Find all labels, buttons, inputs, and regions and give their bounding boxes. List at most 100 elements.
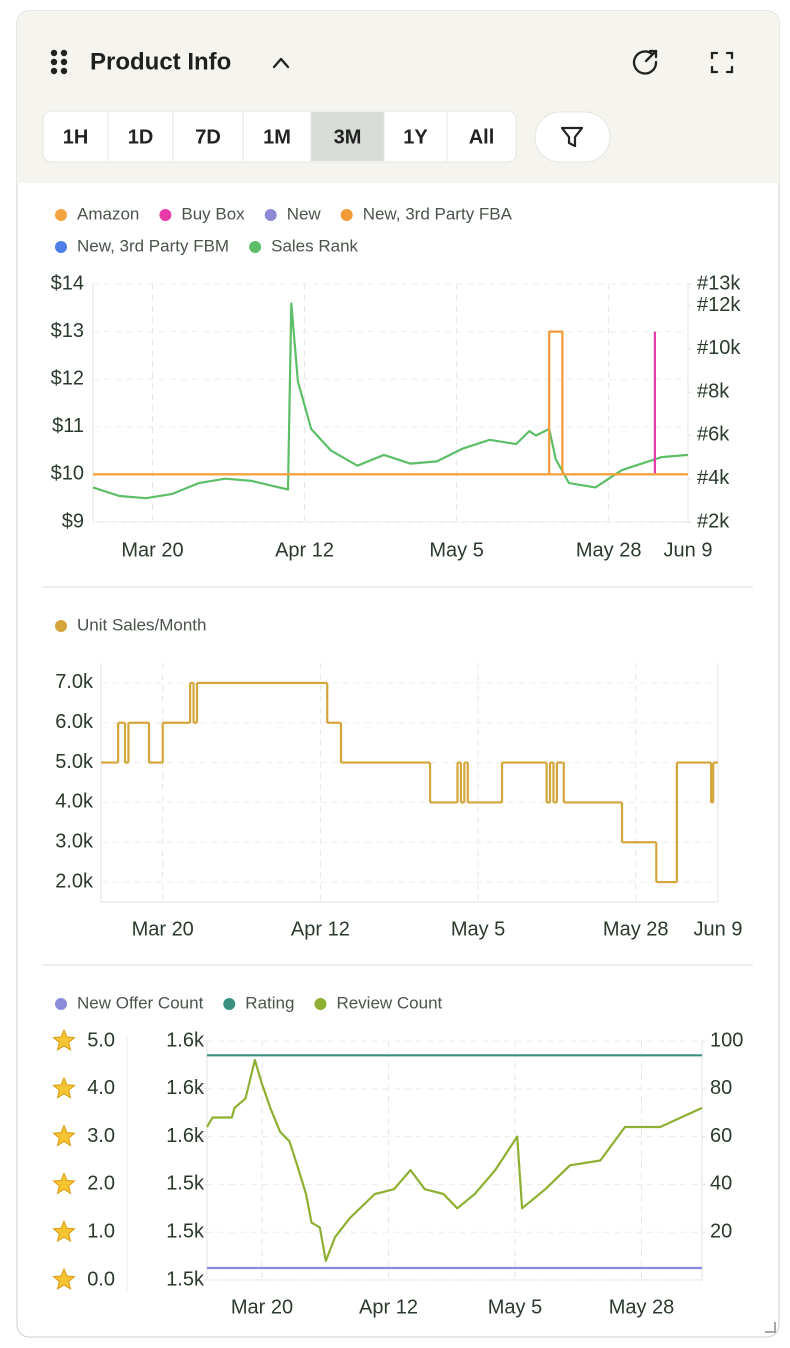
y-tick-label: 1.5k xyxy=(166,1173,205,1195)
legend-swatch xyxy=(55,998,67,1010)
y-tick-label: 5.0k xyxy=(55,751,94,773)
y-tick-label: $10 xyxy=(51,463,84,485)
legend-label: New, 3rd Party FBM xyxy=(77,236,229,255)
y-tick-label: 80 xyxy=(710,1077,732,1099)
resize-handle[interactable] xyxy=(765,1322,776,1333)
y-tick-label: 100 xyxy=(710,1029,743,1051)
y-tick-label: 3.0 xyxy=(87,1125,115,1147)
x-tick-label: May 5 xyxy=(488,1296,542,1318)
legend-label: New Offer Count xyxy=(77,993,204,1012)
range-selected xyxy=(311,112,384,161)
star-icon xyxy=(52,1172,76,1195)
y-tick-label: $13 xyxy=(51,320,84,342)
y-tick-label: 0.0 xyxy=(87,1268,115,1290)
x-tick-label: Mar 20 xyxy=(121,539,183,561)
y-tick-label: 60 xyxy=(710,1125,732,1147)
x-tick-label: Mar 20 xyxy=(231,1296,293,1318)
y-tick-label: 5.0 xyxy=(87,1029,115,1051)
legend-item[interactable]: Amazon xyxy=(55,204,139,223)
range-button[interactable]: All xyxy=(469,126,495,148)
legend-swatch xyxy=(55,620,67,632)
legend-item[interactable]: Sales Rank xyxy=(249,236,359,255)
y-tick-label: $11 xyxy=(52,415,84,437)
x-tick-label: Mar 20 xyxy=(132,918,194,940)
y-tick-label: #8k xyxy=(697,380,730,402)
y-tick-label: 1.6k xyxy=(166,1125,205,1147)
y-tick-label: 1.5k xyxy=(166,1220,205,1242)
y-tick-label: 40 xyxy=(710,1173,732,1195)
legend-item[interactable]: New, 3rd Party FBA xyxy=(340,204,513,223)
legend-item[interactable]: Buy Box xyxy=(159,204,245,223)
legend-item[interactable]: Unit Sales/Month xyxy=(55,615,206,634)
x-tick-label: Jun 9 xyxy=(694,918,743,940)
x-tick-label: Apr 12 xyxy=(359,1296,418,1318)
y-tick-label: 6.0k xyxy=(55,711,94,733)
legend-label: Amazon xyxy=(77,204,139,223)
legend-swatch xyxy=(314,998,327,1010)
legend-label: Sales Rank xyxy=(271,236,358,255)
series-line xyxy=(206,1059,703,1262)
drag-handle[interactable] xyxy=(50,49,68,75)
x-tick-label: May 28 xyxy=(576,539,642,561)
y-tick-label: 7.0k xyxy=(55,671,94,693)
y-tick-label: 4.0 xyxy=(87,1077,115,1099)
collapse-chevron[interactable] xyxy=(272,57,290,69)
legend-item[interactable]: New, 3rd Party FBM xyxy=(55,236,229,255)
star-icon xyxy=(52,1219,76,1243)
legend-label: Buy Box xyxy=(181,204,245,223)
y-tick-label: 20 xyxy=(710,1220,732,1242)
range-button[interactable]: 7D xyxy=(195,126,221,148)
y-tick-label: 1.6k xyxy=(166,1077,205,1099)
legend-swatch xyxy=(249,241,262,253)
y-tick-label: $14 xyxy=(51,272,84,294)
legend-item[interactable]: New Offer Count xyxy=(55,993,204,1012)
filter-icon xyxy=(560,126,584,148)
x-tick-label: May 28 xyxy=(603,918,669,940)
star-icon xyxy=(52,1076,76,1099)
y-tick-label: $12 xyxy=(51,367,84,389)
x-tick-label: May 28 xyxy=(609,1296,675,1318)
legend-item[interactable]: Review Count xyxy=(314,993,443,1012)
filter-button[interactable] xyxy=(534,111,611,163)
legend-swatch xyxy=(55,241,67,253)
legend-swatch xyxy=(55,209,67,221)
legend-label: Rating xyxy=(245,993,294,1012)
legend-label: New, 3rd Party FBA xyxy=(363,204,513,223)
legend-item[interactable]: New xyxy=(264,204,322,223)
y-tick-label: 2.0k xyxy=(55,870,94,892)
legend-label: Review Count xyxy=(336,993,442,1012)
legend-label: New xyxy=(287,204,322,223)
legend-swatch xyxy=(159,209,172,221)
y-tick-label: 2.0 xyxy=(87,1173,115,1195)
range-button[interactable]: 1Y xyxy=(403,126,428,148)
x-tick-label: Apr 12 xyxy=(275,539,334,561)
y-tick-label: 1.5k xyxy=(166,1268,205,1290)
range-button[interactable]: 1H xyxy=(63,126,89,148)
y-tick-label: #10k xyxy=(697,337,741,359)
range-button[interactable]: 1M xyxy=(263,126,291,148)
star-icon xyxy=(52,1028,76,1051)
star-icon xyxy=(52,1124,76,1147)
x-tick-label: May 5 xyxy=(429,539,483,561)
series-line xyxy=(92,302,689,500)
y-tick-label: $9 xyxy=(62,510,84,532)
title: Product Info xyxy=(90,48,231,75)
legend-item[interactable]: Rating xyxy=(223,993,294,1012)
star-icon xyxy=(52,1267,76,1290)
x-tick-label: May 5 xyxy=(451,918,505,940)
y-tick-label: #6k xyxy=(697,424,730,446)
y-tick-label: #13k xyxy=(697,272,741,294)
open-external-icon[interactable] xyxy=(632,49,658,75)
y-tick-label: 4.0k xyxy=(55,791,94,813)
legend-swatch xyxy=(223,998,236,1010)
range-group xyxy=(42,110,517,163)
legend-swatch xyxy=(340,209,353,221)
range-button[interactable]: 1D xyxy=(128,126,154,148)
range-button[interactable]: 3M xyxy=(334,126,362,148)
fullscreen-icon[interactable] xyxy=(710,51,734,74)
y-tick-label: #4k xyxy=(697,467,730,489)
y-tick-label: #12k xyxy=(697,294,741,316)
y-tick-label: 1.0 xyxy=(87,1220,115,1242)
x-tick-label: Apr 12 xyxy=(291,918,350,940)
